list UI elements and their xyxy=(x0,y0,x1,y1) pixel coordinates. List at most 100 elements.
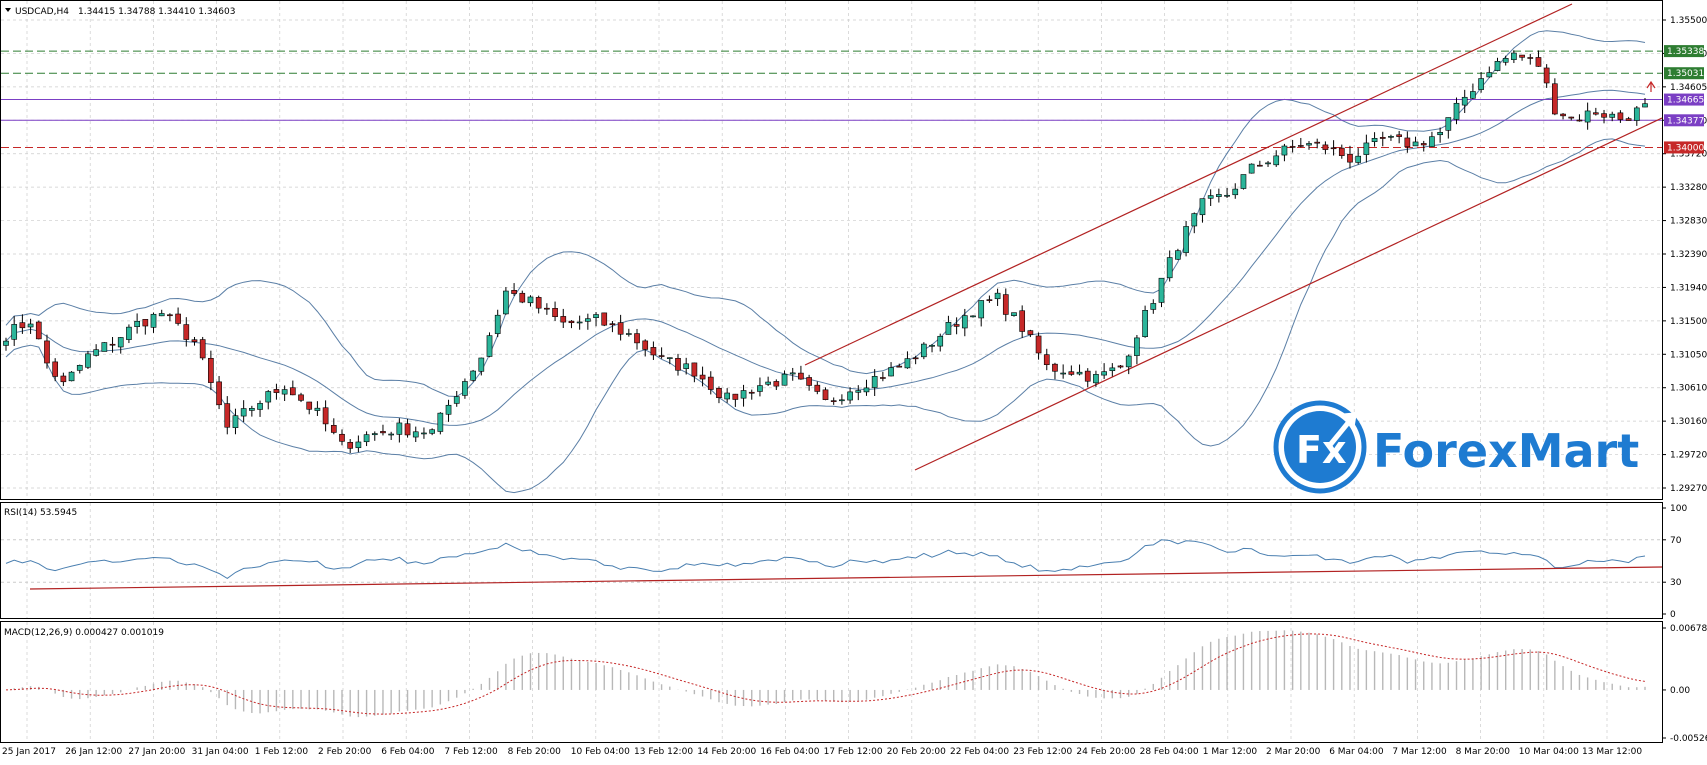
candle-body xyxy=(748,391,755,394)
candle-body xyxy=(666,357,673,359)
candle-body xyxy=(1576,119,1583,122)
candle-body xyxy=(978,300,985,319)
time-tick-label: 6 Mar 04:00 xyxy=(1329,747,1384,757)
candle-body xyxy=(273,389,280,393)
candle-body xyxy=(1584,110,1591,123)
time-tick-label: 8 Mar 20:00 xyxy=(1456,747,1511,757)
candle-body xyxy=(1240,174,1247,189)
candle-body xyxy=(167,314,173,317)
time-tick-label: 8 Feb 20:00 xyxy=(508,747,562,757)
time-tick-label: 17 Feb 12:00 xyxy=(824,747,883,757)
candle-body xyxy=(322,407,329,425)
price-tick-label: 1.30610 xyxy=(1670,384,1707,394)
candle-body xyxy=(593,314,599,319)
price-tag-label: 1.35031 xyxy=(1667,69,1704,79)
candle-body xyxy=(1445,117,1452,131)
candle-body xyxy=(1363,142,1370,155)
candle-body xyxy=(1199,198,1206,216)
candle-body xyxy=(830,400,837,402)
candle-body xyxy=(306,401,313,410)
candle-body xyxy=(716,387,722,399)
candle-body xyxy=(863,387,870,393)
candle-body xyxy=(1076,371,1083,375)
rsi-layer: 100 70 30 0 xyxy=(1,504,1687,620)
candle-body xyxy=(552,308,558,317)
macd-signal-line xyxy=(5,633,1646,715)
rsi-line xyxy=(5,539,1646,579)
time-tick-label: 23 Feb 12:00 xyxy=(1013,747,1072,757)
candle-body xyxy=(994,292,1001,300)
candle-body xyxy=(937,335,944,347)
candle-body xyxy=(1601,113,1607,118)
candle-body xyxy=(470,370,476,381)
candle-body xyxy=(1248,163,1255,174)
price-tick-label: 1.35500 xyxy=(1670,16,1707,26)
candle-body xyxy=(11,324,18,340)
candle-body xyxy=(699,374,706,380)
candle-body xyxy=(806,377,812,386)
candle-body xyxy=(511,290,517,294)
time-tick-label: 2 Feb 20:00 xyxy=(318,747,372,757)
collapse-triangle-icon[interactable] xyxy=(5,8,11,12)
candle-body xyxy=(1150,303,1157,310)
time-tick-label: 27 Jan 20:00 xyxy=(128,747,185,757)
price-tag-label: 1.34000 xyxy=(1667,143,1704,153)
candle-body xyxy=(617,322,624,335)
price-tag xyxy=(1664,67,1704,80)
time-axis: 25 Jan 2017 26 Jan 12:00 27 Jan 20:00 31 Ja… xyxy=(2,747,1642,757)
channel-lower-line xyxy=(914,117,1663,471)
candle-body xyxy=(1019,310,1026,332)
candle-body xyxy=(1273,155,1280,166)
macd-tick-label: 0.006783 xyxy=(1670,624,1707,634)
bollinger-upper xyxy=(5,30,1646,398)
candle-body xyxy=(19,322,26,329)
candle-body xyxy=(68,371,75,382)
candle-body xyxy=(429,429,435,434)
candle-body xyxy=(953,324,960,327)
bollinger-middle xyxy=(5,89,1646,426)
candle-body xyxy=(634,333,640,344)
logo-text: ForexMart xyxy=(1373,424,1639,478)
candle-body xyxy=(208,357,214,383)
candle-body xyxy=(330,425,337,433)
candle-body xyxy=(380,431,386,434)
candle-body xyxy=(1511,52,1517,60)
candle-body xyxy=(396,422,403,435)
time-tick-label: 2 Mar 20:00 xyxy=(1266,747,1321,757)
candle-body xyxy=(650,347,657,356)
candle-body xyxy=(576,321,583,324)
candle-body xyxy=(314,407,321,411)
candle-body xyxy=(888,367,894,377)
time-tick-label: 31 Jan 04:00 xyxy=(192,747,249,757)
price-tick-label: 1.31940 xyxy=(1670,283,1707,293)
candle-body xyxy=(970,315,976,318)
candle-body xyxy=(1347,153,1353,163)
candle-body xyxy=(150,313,157,328)
candle-body xyxy=(404,423,411,436)
candle-body xyxy=(134,320,140,327)
time-tick-label: 10 Mar 04:00 xyxy=(1519,747,1579,757)
candle-body xyxy=(1314,141,1321,144)
time-tick-label: 16 Feb 04:00 xyxy=(760,747,819,757)
candle-body xyxy=(281,389,288,395)
candle-body xyxy=(585,318,591,322)
candle-body xyxy=(1379,137,1386,139)
rsi-tick-label: 30 xyxy=(1670,578,1682,588)
rsi-label: RSI(14) 53.5945 xyxy=(4,508,77,518)
candle-body xyxy=(44,340,50,364)
candle-body xyxy=(1166,257,1173,279)
candle-body xyxy=(412,431,419,438)
candle-body xyxy=(707,376,714,390)
candle-body xyxy=(1183,226,1189,253)
price-tag-label: 1.34665 xyxy=(1667,96,1704,106)
candle-body xyxy=(93,349,99,356)
candle-body xyxy=(1232,188,1239,196)
candle-body xyxy=(625,333,632,335)
candle-body xyxy=(183,324,190,340)
candle-body xyxy=(1224,194,1230,197)
candle-body xyxy=(1117,365,1124,368)
candle-body xyxy=(1535,57,1542,67)
bollinger-lower xyxy=(5,138,1646,494)
candle-body xyxy=(822,389,829,400)
